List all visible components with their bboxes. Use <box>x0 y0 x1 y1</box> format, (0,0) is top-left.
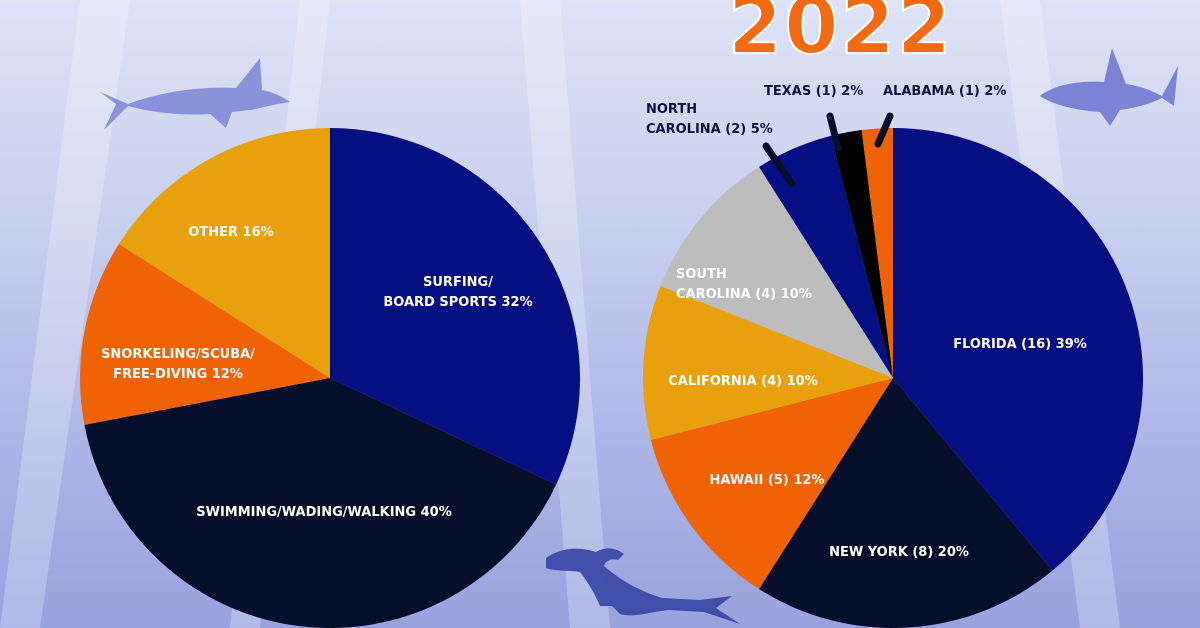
slice-label: SURFING/BOARD SPORTS 32% <box>383 275 532 310</box>
leader-line <box>874 112 894 148</box>
hammerhead-shark-icon <box>546 548 740 624</box>
slice-label: TEXAS (1) 2% <box>764 84 863 99</box>
shark-icon <box>1040 48 1178 126</box>
pie-slice <box>650 378 893 590</box>
pie-chart-attack-states: FLORIDA (16) 39% NEW YORK (8) 20% HAWAII (… <box>642 84 1144 628</box>
shark-icon <box>100 58 290 130</box>
slice-label: FLORIDA (16) 39% <box>953 337 1087 352</box>
pie-slice <box>759 135 893 378</box>
slice-label: ALABAMA (1) 2% <box>883 84 1006 99</box>
pie-slice <box>84 378 557 628</box>
slice-label: NEW YORK (8) 20% <box>829 545 969 560</box>
pie-slice <box>118 128 330 378</box>
slice-label: HAWAII (5) 12% <box>710 473 825 488</box>
pie-slice <box>642 285 893 441</box>
pie-chart-attack-activities: SURFING/BOARD SPORTS 32% SWIMMING/WADING/… <box>80 128 581 628</box>
pie-slice <box>660 166 893 378</box>
pie-slice <box>893 128 1144 571</box>
year-title: 2022 <box>727 0 954 73</box>
pie-slice <box>80 244 330 425</box>
pie-slice <box>830 129 893 378</box>
slice-label: NORTH CAROLINA (2) 5% <box>646 102 773 137</box>
slice-label: OTHER 16% <box>188 225 273 240</box>
leader-line <box>762 142 796 188</box>
slice-label: CALIFORNIA (4) 10% <box>668 374 818 389</box>
slice-label: SWIMMING/WADING/WALKING 40% <box>196 505 452 520</box>
slice-label: SOUTH CAROLINA (4) 10% <box>676 267 812 302</box>
pie-slice <box>330 128 581 485</box>
leader-line <box>826 112 842 152</box>
pie-slice <box>861 128 893 378</box>
slice-label: SNORKELING/SCUBA/FREE-DIVING 12% <box>101 347 255 382</box>
pie-slice <box>759 378 1053 628</box>
